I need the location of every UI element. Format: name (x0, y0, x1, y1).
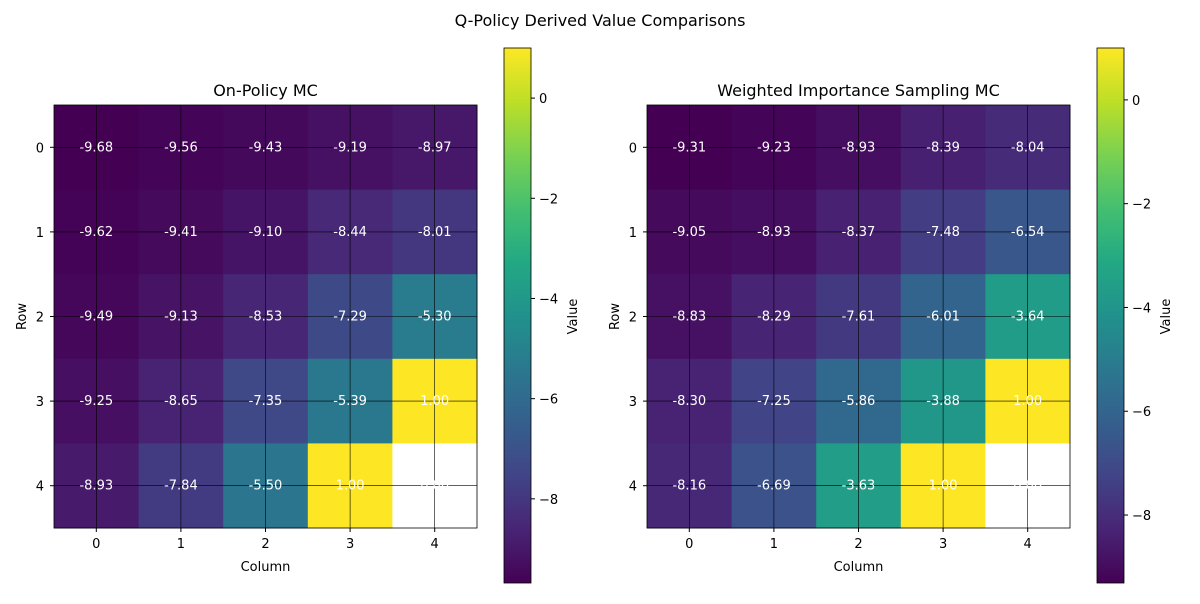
cell-label: -9.25 (79, 394, 113, 409)
cell-label: -7.48 (926, 225, 960, 240)
colorbar-tick-label: 0 (1132, 94, 1140, 109)
y-tick-label: 1 (36, 226, 44, 241)
cell-label: -9.43 (249, 140, 283, 155)
cell-label: -8.16 (672, 479, 706, 494)
x-tick-label: 1 (770, 537, 778, 552)
cell-label: -9.05 (672, 225, 706, 240)
y-tick-label: 1 (629, 226, 637, 241)
cell-label: -9.19 (333, 140, 367, 155)
colorbar-tick-label: 0 (539, 92, 547, 107)
cell-label: -7.35 (249, 394, 283, 409)
heatmap-title: Weighted Importance Sampling MC (717, 81, 1000, 100)
heatmap-panel-weighted-is: Weighted Importance Sampling MC -9.31 -9.2… (608, 47, 1174, 584)
colorbar-tick-label: −4 (1132, 301, 1151, 316)
cell-label: -8.01 (418, 225, 452, 240)
colorbar-label: Value (1159, 299, 1174, 335)
cell-label: -5.50 (249, 479, 283, 494)
colorbar-tick-label: −8 (1132, 509, 1151, 524)
x-tick-label: 4 (1024, 537, 1032, 552)
x-tick-label: 2 (261, 537, 269, 552)
cell-label: 1.00 (336, 479, 365, 494)
cell-label: -9.31 (672, 140, 706, 155)
cell-label: -6.01 (926, 310, 960, 325)
y-axis-label: Row (608, 303, 623, 330)
colorbar-label: Value (566, 299, 581, 335)
cell-label: -3.64 (1011, 310, 1045, 325)
y-tick-label: 4 (629, 480, 637, 495)
cell-label: -8.97 (418, 140, 452, 155)
y-tick-label: 0 (36, 141, 44, 156)
cell-label: -9.23 (757, 140, 791, 155)
cell-label: -6.69 (757, 479, 791, 494)
colorbar-tick-label: −6 (1132, 405, 1151, 420)
cell-label: -8.29 (757, 310, 791, 325)
x-tick-label: 0 (685, 537, 693, 552)
colorbar-tick-label: −2 (1132, 198, 1151, 213)
x-axis-label: Column (834, 560, 884, 575)
y-tick-label: 0 (629, 141, 637, 156)
cell-label: -9.49 (79, 310, 113, 325)
colorbar (1096, 47, 1125, 584)
cell-label: -9.56 (164, 140, 198, 155)
cell-label: -7.25 (757, 394, 791, 409)
colorbar-tick-label: −2 (539, 192, 558, 207)
y-axis-label: Row (15, 303, 30, 330)
cell-label: -3.63 (842, 479, 876, 494)
cell-label: -8.93 (79, 479, 113, 494)
x-tick-label: 3 (939, 537, 947, 552)
cell-label: -7.84 (164, 479, 198, 494)
colorbar-tick-label: −4 (539, 292, 558, 307)
cell-label: 1.00 (929, 479, 958, 494)
cell-label: -8.93 (757, 225, 791, 240)
cell-label: -9.10 (249, 225, 283, 240)
figure-title: Q-Policy Derived Value Comparisons (455, 11, 746, 30)
cell-label: -8.39 (926, 140, 960, 155)
y-tick-label: 4 (36, 480, 44, 495)
cell-label: -8.30 (672, 394, 706, 409)
cell-label: -8.83 (672, 310, 706, 325)
cell-label: -5.39 (333, 394, 367, 409)
cell-label: -6.54 (1011, 225, 1045, 240)
x-tick-label: 4 (431, 537, 439, 552)
cell-label: -9.68 (79, 140, 113, 155)
x-axis-label: Column (241, 560, 291, 575)
cell-label: -7.61 (842, 310, 876, 325)
cell-label: -5.86 (842, 394, 876, 409)
cell-label: -8.93 (842, 140, 876, 155)
colorbar-tick-label: −8 (539, 493, 558, 508)
heatmap-panel-on-policy: On-Policy MC -9.68 -9.56 -9.43 -9.19 -8.97 -9.… (15, 47, 581, 584)
cell-label: -8.44 (333, 225, 367, 240)
x-tick-label: 1 (177, 537, 185, 552)
cell-label: 1.00 (1013, 394, 1042, 409)
y-tick-label: 3 (36, 395, 44, 410)
cell-label: -8.04 (1011, 140, 1045, 155)
cell-label: -5.30 (418, 310, 452, 325)
cell-label: -3.88 (926, 394, 960, 409)
x-tick-label: 3 (346, 537, 354, 552)
x-tick-label: 2 (854, 537, 862, 552)
colorbar-tick-label: −6 (539, 393, 558, 408)
heatmap-title: On-Policy MC (213, 81, 318, 100)
cell-label: -9.41 (164, 225, 198, 240)
cell-label: 0.00 (420, 479, 449, 494)
y-tick-label: 2 (36, 311, 44, 326)
colorbar (503, 47, 532, 584)
x-tick-label: 0 (92, 537, 100, 552)
cell-label: -7.29 (333, 310, 367, 325)
y-tick-label: 2 (629, 311, 637, 326)
cell-label: -9.13 (164, 310, 198, 325)
cell-label: -9.62 (79, 225, 113, 240)
cell-label: -8.53 (249, 310, 283, 325)
cell-label: -8.65 (164, 394, 198, 409)
cell-label: -8.37 (842, 225, 876, 240)
cell-label: 0.00 (1013, 479, 1042, 494)
cell-label: 1.00 (420, 394, 449, 409)
y-tick-label: 3 (629, 395, 637, 410)
